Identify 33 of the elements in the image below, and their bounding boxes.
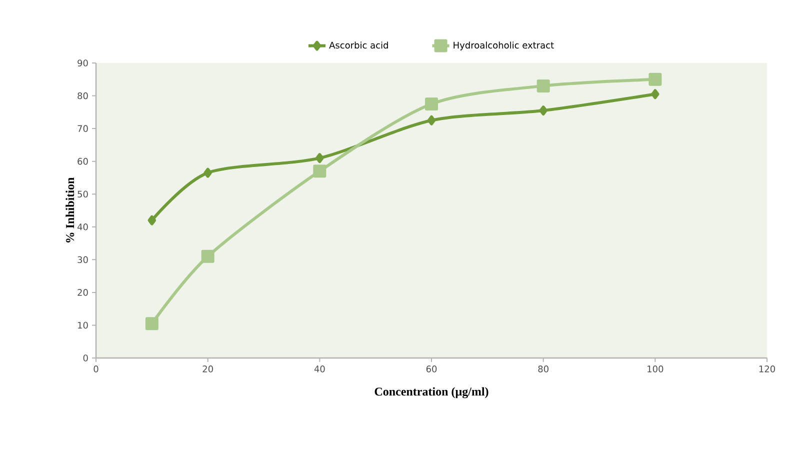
y-tick-label: 70 — [78, 125, 88, 132]
x-tick-label: 120 — [759, 366, 775, 372]
y-tick-label: 80 — [78, 92, 88, 100]
point — [427, 115, 436, 126]
x-tick-label: 0 — [94, 366, 98, 372]
y-tick-label: 90 — [78, 60, 88, 66]
legend-label: Hydroalcoholic extract — [454, 42, 554, 50]
y-tick-label: 20 — [78, 289, 88, 296]
point — [148, 215, 156, 226]
y-tick-label: 60 — [78, 158, 88, 165]
x-tick-label: 80 — [538, 366, 548, 372]
x-tick-label: 20 — [202, 366, 213, 372]
y-tick-label: 50 — [78, 190, 88, 198]
legend-label: Ascorbic acid — [329, 42, 388, 49]
y-tick-label: 0 — [83, 354, 88, 362]
y-tick-label: 10 — [78, 322, 88, 329]
x-tick-label: 40 — [314, 366, 325, 372]
y-tick-label: 40 — [77, 223, 88, 230]
point — [539, 106, 548, 116]
y-tick-label: 30 — [78, 256, 88, 264]
point — [204, 168, 212, 178]
point — [316, 153, 324, 164]
point — [536, 79, 550, 92]
point — [145, 317, 158, 330]
x-axis-title: Concentration (µg/ml) — [374, 387, 488, 398]
x-tick-label: 100 — [648, 366, 664, 372]
point — [651, 89, 660, 100]
point — [648, 72, 662, 86]
y-axis-title: % Inhibition — [66, 178, 74, 242]
point — [201, 250, 214, 263]
point — [313, 164, 326, 178]
x-tick-label: 60 — [426, 366, 437, 372]
point — [425, 97, 438, 110]
